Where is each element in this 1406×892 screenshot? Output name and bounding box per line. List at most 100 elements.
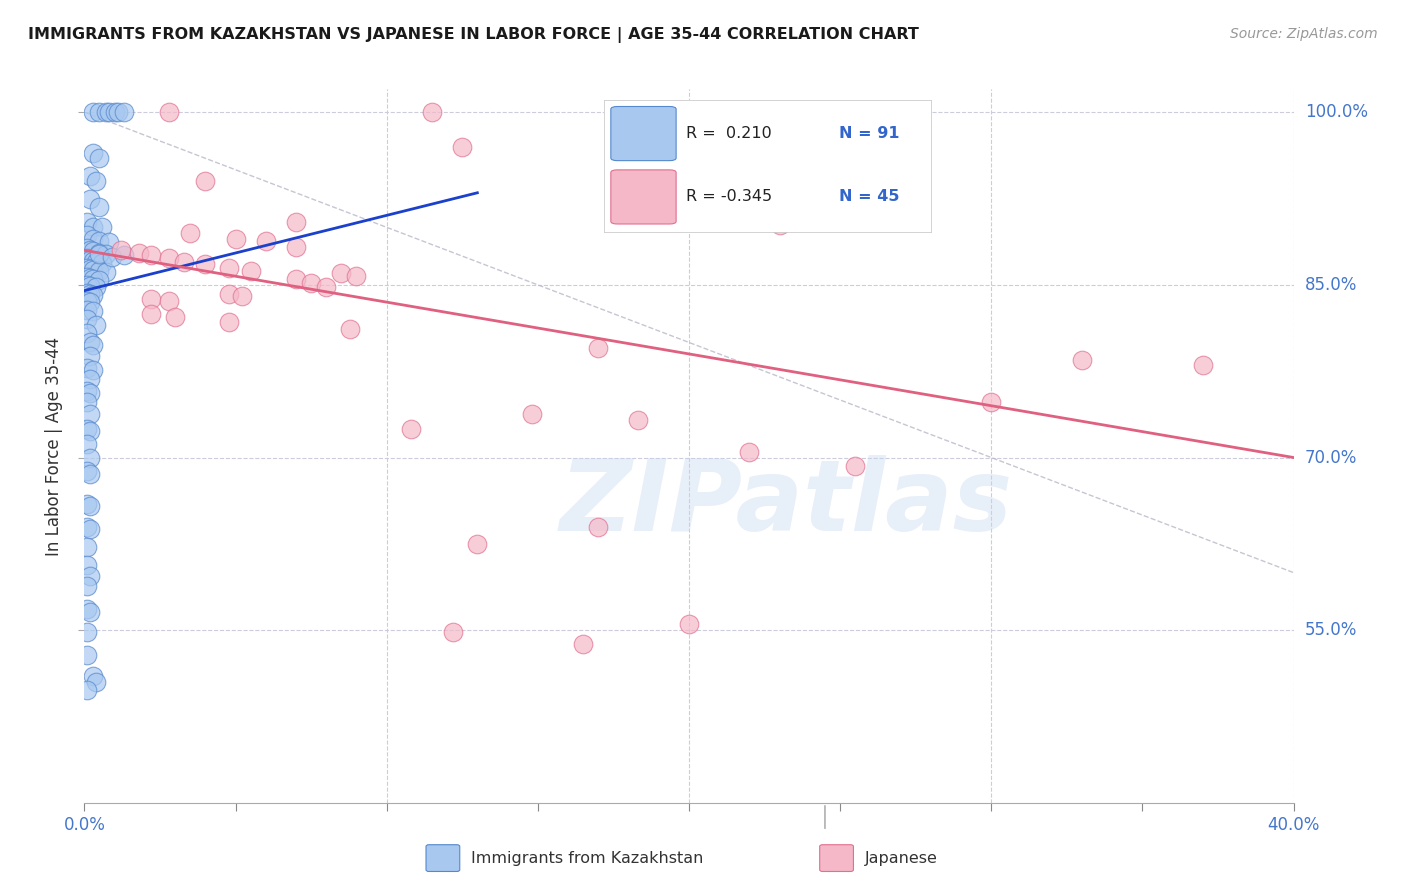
- Point: [94, 105, 117, 120]
- Point: [82, 263, 104, 277]
- Point: [330, 266, 353, 280]
- Point: [76, 360, 98, 375]
- Point: [76, 285, 98, 300]
- Point: [844, 458, 866, 473]
- Point: [79, 295, 101, 310]
- Point: [157, 252, 180, 266]
- Point: [139, 248, 162, 262]
- Point: [467, 537, 489, 551]
- Point: [179, 226, 201, 240]
- Point: [86, 174, 108, 188]
- Point: [678, 617, 700, 632]
- Point: [79, 169, 101, 183]
- Point: [76, 277, 98, 292]
- Point: [76, 497, 98, 511]
- Point: [76, 602, 98, 616]
- Text: ZIPatlas: ZIPatlas: [560, 455, 1012, 551]
- Point: [284, 214, 308, 228]
- Point: [139, 292, 162, 306]
- Point: [97, 235, 120, 250]
- Point: [100, 250, 122, 264]
- Text: IMMIGRANTS FROM KAZAKHSTAN VS JAPANESE IN LABOR FORCE | AGE 35-44 CORRELATION CH: IMMIGRANTS FROM KAZAKHSTAN VS JAPANESE I…: [28, 27, 920, 43]
- Point: [284, 272, 308, 286]
- Point: [82, 337, 104, 351]
- Point: [76, 541, 98, 555]
- Point: [82, 304, 104, 318]
- Point: [91, 256, 114, 270]
- Point: [738, 444, 761, 458]
- Point: [79, 252, 101, 267]
- Point: [588, 519, 610, 533]
- Point: [79, 386, 101, 401]
- Point: [79, 349, 101, 363]
- Point: [97, 105, 120, 120]
- Point: [89, 200, 111, 214]
- Point: [980, 395, 1002, 409]
- Point: [76, 326, 98, 341]
- Point: [218, 287, 240, 301]
- Point: [94, 247, 117, 261]
- Point: [194, 257, 217, 271]
- Point: [299, 276, 322, 290]
- Point: [346, 268, 368, 283]
- Point: [82, 244, 104, 259]
- Point: [76, 625, 98, 640]
- Point: [79, 450, 101, 465]
- Point: [86, 280, 108, 294]
- Point: [89, 273, 111, 287]
- Point: [76, 579, 98, 593]
- Point: [173, 255, 195, 269]
- Point: [254, 234, 277, 248]
- Point: [218, 315, 240, 329]
- Point: [89, 151, 111, 165]
- Point: [451, 140, 474, 154]
- Point: [79, 279, 101, 293]
- Point: [139, 307, 162, 321]
- Text: Japanese: Japanese: [865, 851, 938, 865]
- Point: [86, 675, 108, 690]
- Point: [89, 245, 111, 260]
- Point: [86, 318, 108, 333]
- Point: [79, 372, 101, 386]
- Point: [76, 464, 98, 478]
- Point: [76, 293, 98, 308]
- Point: [82, 145, 104, 160]
- Point: [420, 105, 443, 120]
- Point: [82, 669, 104, 683]
- Point: [225, 232, 247, 246]
- Point: [76, 269, 98, 284]
- Point: [89, 264, 111, 278]
- Text: 100.0%: 100.0%: [1305, 103, 1368, 121]
- Point: [89, 234, 111, 248]
- Point: [82, 105, 104, 120]
- Point: [79, 569, 101, 583]
- Point: [626, 412, 648, 426]
- Point: [79, 424, 101, 438]
- Point: [239, 264, 262, 278]
- Point: [79, 192, 101, 206]
- Point: [76, 241, 98, 255]
- Point: [76, 436, 98, 450]
- Point: [107, 105, 129, 120]
- Point: [128, 245, 150, 260]
- Point: [76, 312, 98, 326]
- Point: [82, 232, 104, 246]
- Point: [79, 407, 101, 421]
- Point: [79, 499, 101, 513]
- Point: [76, 422, 98, 436]
- Point: [76, 214, 98, 228]
- Point: [399, 422, 422, 436]
- Point: [1071, 352, 1094, 367]
- Point: [94, 265, 117, 279]
- Point: [79, 467, 101, 481]
- Point: [76, 260, 98, 275]
- Point: [79, 335, 101, 350]
- Point: [163, 310, 186, 324]
- Text: 70.0%: 70.0%: [1305, 449, 1357, 467]
- Point: [76, 558, 98, 572]
- Point: [79, 605, 101, 619]
- Point: [218, 260, 240, 275]
- Point: [79, 271, 101, 285]
- Point: [79, 261, 101, 276]
- Point: [86, 255, 108, 269]
